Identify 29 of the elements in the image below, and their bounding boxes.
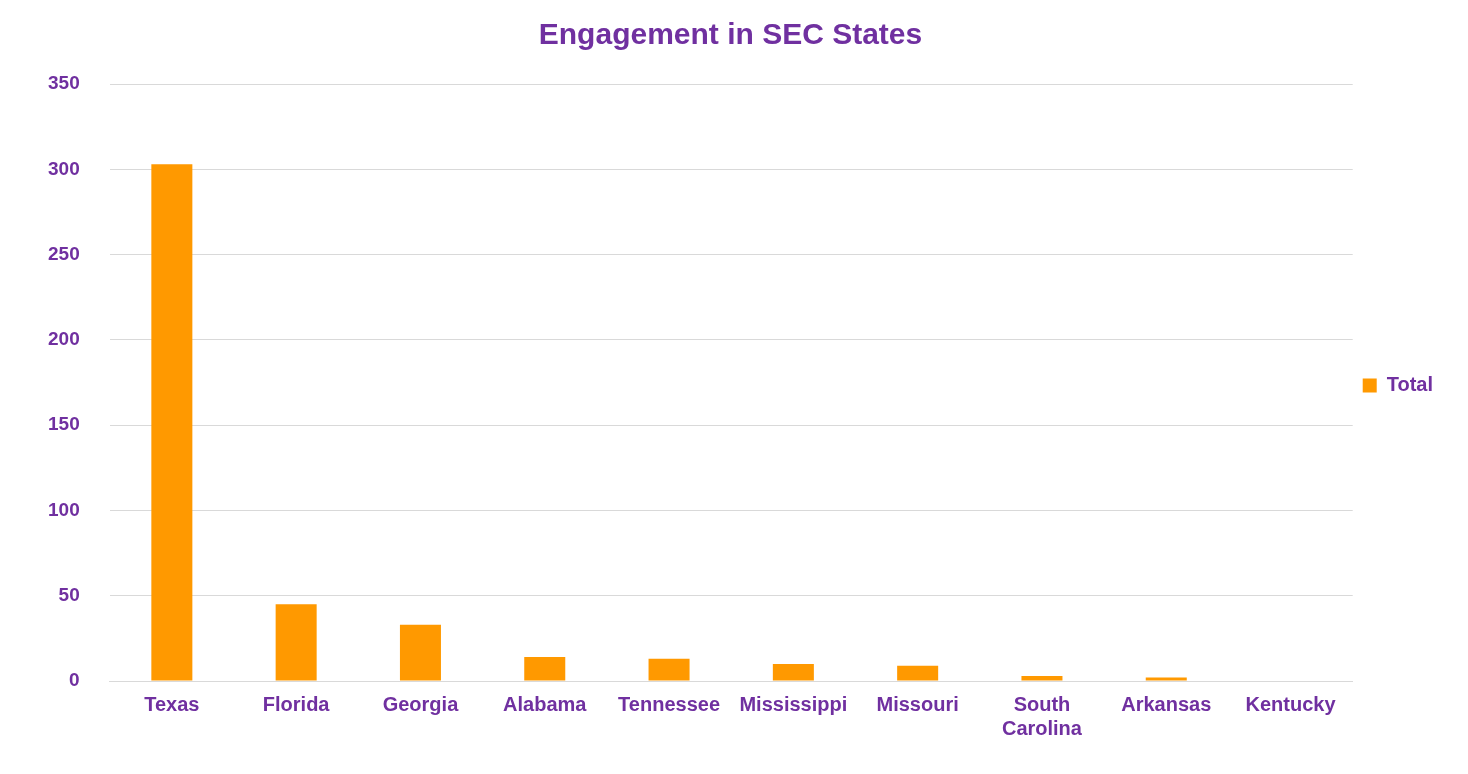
y-tick-label: 100 xyxy=(48,498,80,520)
bar xyxy=(648,658,690,681)
x-tick-label: Arkansas xyxy=(1121,692,1212,715)
bar xyxy=(275,604,317,681)
y-tick-label: 200 xyxy=(48,328,80,350)
chart-title: Engagement in SEC States xyxy=(538,17,923,51)
x-tick-label: Missouri xyxy=(876,692,959,715)
x-tick-label: South Carolina xyxy=(1001,692,1083,739)
bar xyxy=(772,663,814,681)
x-tick-label: Alabama xyxy=(503,692,588,715)
bar xyxy=(399,624,441,681)
y-tick-label: 50 xyxy=(58,583,80,605)
x-tick-label: Georgia xyxy=(382,692,460,715)
legend-label: Total xyxy=(1386,373,1434,396)
y-tick-label: 250 xyxy=(48,242,80,264)
bar xyxy=(1021,675,1063,681)
y-tick-label: 150 xyxy=(48,413,80,435)
y-tick-label: 350 xyxy=(48,72,80,94)
x-tick-label: Texas xyxy=(144,692,200,715)
bar xyxy=(897,665,939,681)
y-tick-label: 300 xyxy=(48,157,80,179)
x-tick-label: Florida xyxy=(262,692,331,715)
y-tick-label: 0 xyxy=(69,669,80,691)
x-tick-label: Kentucky xyxy=(1245,692,1337,715)
bar xyxy=(1145,677,1187,681)
x-tick-label: Mississippi xyxy=(739,692,848,715)
bar xyxy=(524,657,566,681)
x-tick-label: Tennessee xyxy=(618,692,721,715)
bar xyxy=(151,164,193,681)
